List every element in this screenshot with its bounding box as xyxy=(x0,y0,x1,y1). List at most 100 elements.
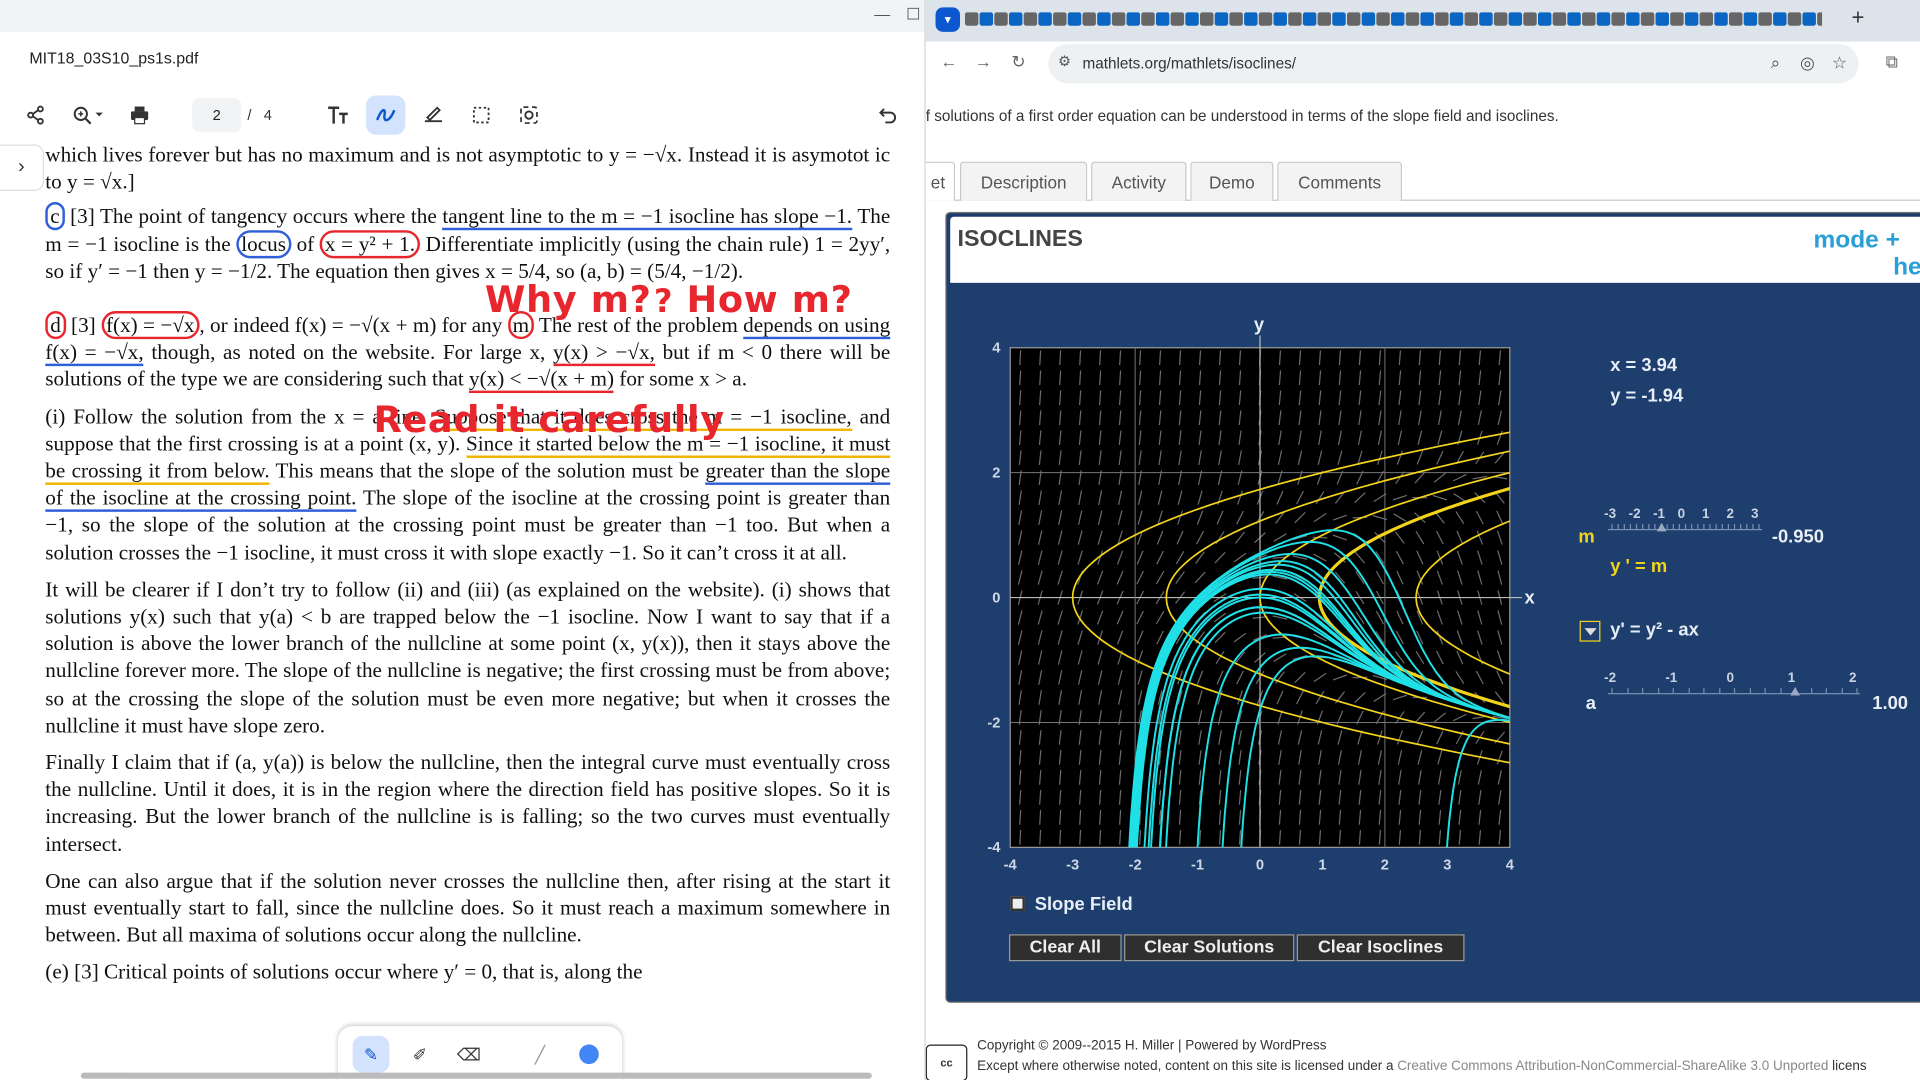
pinned-tab-favicon[interactable] xyxy=(1479,12,1493,26)
extensions-icon[interactable]: ⧉ xyxy=(1885,51,1898,72)
clear-solutions-button[interactable]: Clear Solutions xyxy=(1124,934,1295,962)
pinned-tab-favicon[interactable] xyxy=(1420,12,1434,26)
pinned-tab-favicon[interactable] xyxy=(1449,12,1464,26)
pinned-tab-favicon[interactable] xyxy=(1537,12,1552,26)
screenshot-search-icon[interactable] xyxy=(509,96,548,135)
maximize-icon[interactable]: ☐ xyxy=(906,4,921,24)
pinned-tab-favicon[interactable] xyxy=(1758,12,1772,26)
signature-icon[interactable] xyxy=(414,96,453,135)
pinned-tab-favicon[interactable] xyxy=(979,12,994,26)
pinned-tab-favicon[interactable] xyxy=(1317,12,1332,26)
bookmark-star-icon[interactable]: ☆ xyxy=(1831,52,1848,73)
sidebar-toggle-chevron-icon[interactable]: › xyxy=(0,144,45,192)
pinned-tab-favicon[interactable] xyxy=(1567,12,1581,26)
tab-comments[interactable]: Comments xyxy=(1277,161,1403,201)
help-link[interactable]: he xyxy=(1893,253,1920,281)
m-slider[interactable]: -3 -2 -1 0 1 2 3 xyxy=(1604,507,1763,541)
slider-thumb[interactable] xyxy=(1656,522,1667,532)
pinned-tab-favicon[interactable] xyxy=(1170,12,1185,26)
pinned-tab-favicon[interactable] xyxy=(1097,12,1111,26)
pinned-tab-favicon[interactable] xyxy=(1258,12,1273,26)
print-icon[interactable] xyxy=(120,96,159,135)
slider-track[interactable] xyxy=(1607,528,1763,531)
pinned-tab-favicon[interactable] xyxy=(1508,12,1523,26)
minimize-icon[interactable]: — xyxy=(874,4,891,24)
tab-demo[interactable]: Demo xyxy=(1190,161,1274,201)
clear-isoclines-button[interactable]: Clear Isoclines xyxy=(1296,934,1465,962)
pinned-tab-favicon[interactable] xyxy=(1126,12,1141,26)
pinned-tab-favicon[interactable] xyxy=(1552,12,1567,26)
pinned-tab-favicon[interactable] xyxy=(1082,12,1096,26)
pinned-tab-favicon[interactable] xyxy=(1185,12,1199,26)
mode-menu-button[interactable]: mode + xyxy=(1813,226,1900,254)
horizontal-scrollbar[interactable] xyxy=(80,1072,872,1079)
pinned-tab-favicon[interactable] xyxy=(1229,12,1243,26)
slider-track[interactable] xyxy=(1607,693,1861,695)
pinned-tab-favicon[interactable] xyxy=(1376,12,1390,26)
color-picker[interactable] xyxy=(571,1036,608,1073)
pinned-tab-favicon[interactable] xyxy=(1493,12,1508,26)
back-icon[interactable]: ← xyxy=(940,51,958,72)
new-tab-button[interactable]: + xyxy=(1851,4,1865,30)
pinned-tab-favicon[interactable] xyxy=(1332,12,1346,26)
slider-thumb[interactable] xyxy=(1790,686,1801,696)
pinned-tab-favicon[interactable] xyxy=(1714,12,1728,26)
zoom-icon[interactable]: ⌕ xyxy=(1770,52,1781,73)
slope-field-checkbox[interactable] xyxy=(1010,896,1025,912)
pinned-tab-favicon[interactable] xyxy=(1067,12,1082,26)
pinned-tab-favicon[interactable] xyxy=(1596,12,1611,26)
pinned-tab-favicon[interactable] xyxy=(1405,12,1420,26)
tab-activity[interactable]: Activity xyxy=(1091,161,1187,201)
text-size-icon[interactable] xyxy=(318,96,357,135)
select-area-icon[interactable] xyxy=(462,96,501,135)
pinned-tab-favicon[interactable] xyxy=(1773,12,1787,26)
zoom-icon[interactable] xyxy=(61,96,115,135)
undo-icon[interactable] xyxy=(868,96,907,135)
page-number-input[interactable]: 2 xyxy=(192,97,242,133)
pinned-tab-favicon[interactable] xyxy=(1053,12,1067,26)
pinned-tab-favicon[interactable] xyxy=(1214,12,1229,26)
forward-icon[interactable]: → xyxy=(974,51,992,72)
pinned-tab-favicon[interactable] xyxy=(1640,12,1655,26)
pinned-tab-favicon[interactable] xyxy=(1699,12,1714,26)
tab-search-chevron-icon[interactable]: ▾ xyxy=(935,7,961,32)
isocline-plot[interactable]: x y -4 -3 -2 -1 0 1 2 3 4 4 2 0 -2 -4 xyxy=(971,311,1547,877)
pinned-tab-favicon[interactable] xyxy=(1273,12,1287,26)
equation-dropdown-chevron-icon[interactable] xyxy=(1579,620,1601,642)
pinned-tab-favicon[interactable] xyxy=(1008,12,1023,26)
pinned-tab-favicon[interactable] xyxy=(1817,12,1823,26)
pinned-tab-favicon[interactable] xyxy=(1435,12,1449,26)
pinned-tab-favicon[interactable] xyxy=(1523,12,1537,26)
pinned-tabs[interactable] xyxy=(964,12,1823,27)
pinned-tab-favicon[interactable] xyxy=(1288,12,1302,26)
pen-icon[interactable]: ✎ xyxy=(352,1035,390,1073)
pinned-tab-favicon[interactable] xyxy=(1141,12,1155,26)
tab-applet[interactable]: et xyxy=(925,161,956,201)
pinned-tab-favicon[interactable] xyxy=(1802,12,1816,26)
pinned-tab-favicon[interactable] xyxy=(1728,12,1743,26)
clear-all-button[interactable]: Clear All xyxy=(1008,934,1122,962)
pinned-tab-favicon[interactable] xyxy=(1302,12,1317,26)
pinned-tab-favicon[interactable] xyxy=(1611,12,1625,26)
address-bar[interactable]: ⚙ mathlets.org/mathlets/isoclines/ ⌕ ◎ ☆ xyxy=(1048,44,1859,84)
pinned-tab-favicon[interactable] xyxy=(1111,12,1126,26)
pinned-tab-favicon[interactable] xyxy=(1684,12,1699,26)
pinned-tab-favicon[interactable] xyxy=(994,12,1008,26)
pinned-tab-favicon[interactable] xyxy=(1346,12,1361,26)
pinned-tab-favicon[interactable] xyxy=(1670,12,1684,26)
reload-icon[interactable]: ↻ xyxy=(1011,51,1026,72)
draw-annotation-icon[interactable] xyxy=(366,95,406,135)
share-icon[interactable] xyxy=(16,96,55,135)
tab-description[interactable]: Description xyxy=(960,161,1088,201)
pinned-tab-favicon[interactable] xyxy=(1743,12,1758,26)
pinned-tab-favicon[interactable] xyxy=(1155,12,1170,26)
license-link[interactable]: Creative Commons Attribution-NonCommerci… xyxy=(1397,1059,1829,1074)
pinned-tab-favicon[interactable] xyxy=(1582,12,1596,26)
site-info-icon[interactable]: ⚙ xyxy=(1057,52,1072,70)
a-slider[interactable]: -2 -1 0 1 2 xyxy=(1604,671,1861,705)
eye-off-icon[interactable]: ◎ xyxy=(1800,52,1815,73)
pinned-tab-favicon[interactable] xyxy=(1200,12,1214,26)
pinned-tab-favicon[interactable] xyxy=(1244,12,1258,26)
line-tool-icon[interactable]: ╱ xyxy=(534,1043,546,1064)
pinned-tab-favicon[interactable] xyxy=(1361,12,1376,26)
